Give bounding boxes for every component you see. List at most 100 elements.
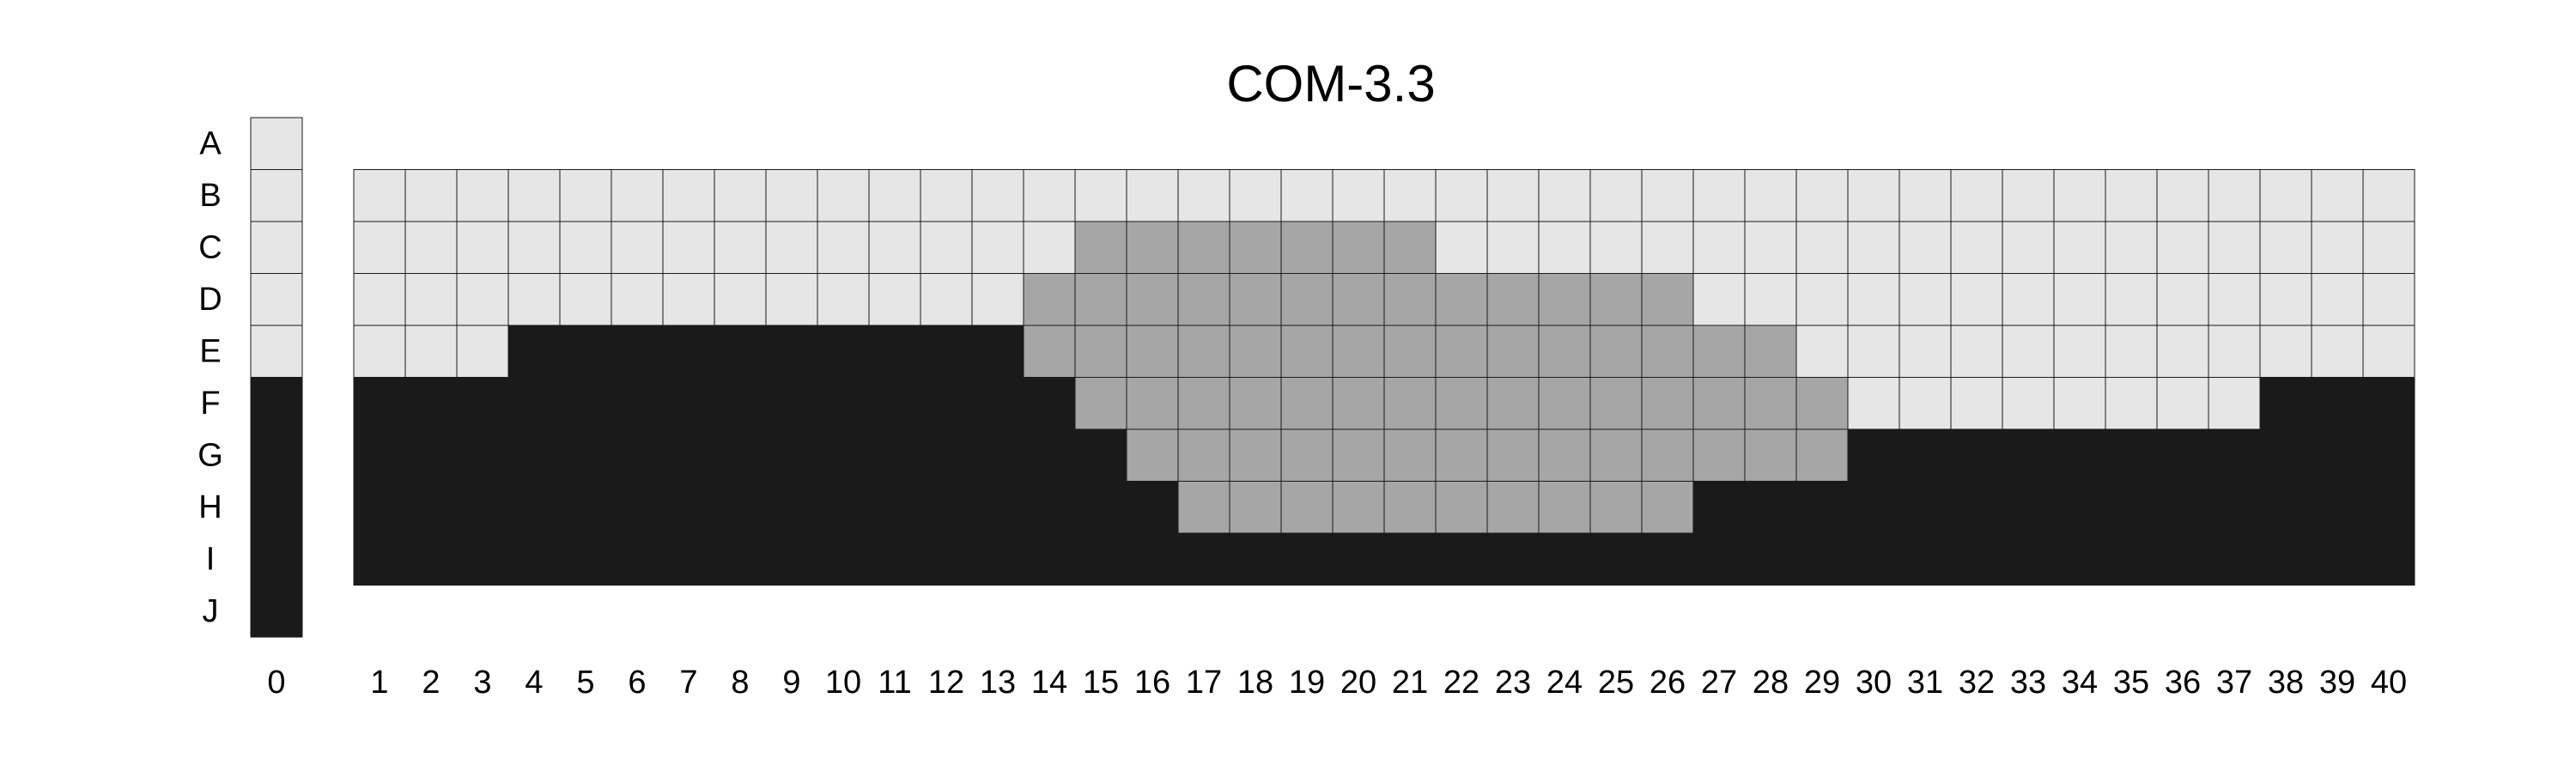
- grid-cell-f-27: [1692, 377, 1746, 430]
- grid-cell-b-7: [662, 169, 715, 222]
- grid-cell-h-17: [1177, 481, 1230, 534]
- grid-cell-f-9: [765, 377, 818, 430]
- grid-cell-i-27: [1692, 532, 1746, 586]
- grid-cell-h-25: [1589, 481, 1643, 534]
- grid-cell-b-3: [456, 169, 509, 222]
- reference-cell-b: [250, 169, 303, 222]
- grid-cell-h-13: [971, 481, 1024, 534]
- reference-cell-e: [250, 325, 303, 378]
- grid-cell-b-16: [1126, 169, 1179, 222]
- column-label-14: 14: [1031, 665, 1067, 701]
- row-label-d: D: [198, 282, 222, 318]
- column-label-27: 27: [1701, 665, 1737, 701]
- grid-cell-b-38: [2259, 169, 2312, 222]
- grid-cell-b-11: [868, 169, 921, 222]
- grid-cell-b-8: [714, 169, 767, 222]
- grid-cell-c-35: [2105, 221, 2158, 274]
- grid-cell-h-8: [714, 481, 767, 534]
- grid-cell-b-14: [1023, 169, 1076, 222]
- grid-cell-e-13: [971, 325, 1024, 378]
- grid-cell-c-30: [1847, 221, 1900, 274]
- grid-cell-d-15: [1074, 273, 1127, 326]
- column-label-35: 35: [2113, 665, 2149, 701]
- grid-cell-g-22: [1435, 428, 1488, 482]
- grid-cell-i-33: [2002, 532, 2055, 586]
- grid-cell-g-11: [868, 428, 921, 482]
- grid-cell-e-19: [1280, 325, 1334, 378]
- grid-cell-e-8: [714, 325, 767, 378]
- column-label-29: 29: [1804, 665, 1840, 701]
- grid-cell-e-23: [1486, 325, 1540, 378]
- column-label-21: 21: [1392, 665, 1428, 701]
- grid-cell-i-32: [1950, 532, 2003, 586]
- grid-cell-f-10: [817, 377, 870, 430]
- grid-cell-f-25: [1589, 377, 1643, 430]
- grid-cell-b-5: [559, 169, 612, 222]
- column-label-22: 22: [1443, 665, 1479, 701]
- column-label-18: 18: [1237, 665, 1273, 701]
- grid-cell-g-13: [971, 428, 1024, 482]
- reference-cell-h: [250, 481, 303, 534]
- grid-cell-c-28: [1744, 221, 1797, 274]
- grid-cell-d-18: [1229, 273, 1282, 326]
- grid-cell-b-2: [404, 169, 458, 222]
- grid-cell-f-31: [1899, 377, 1952, 430]
- grid-cell-g-2: [404, 428, 458, 482]
- chart-title: COM-3.3: [1226, 55, 1435, 112]
- grid-cell-i-40: [2362, 532, 2415, 586]
- grid-cell-h-38: [2259, 481, 2312, 534]
- column-label-8: 8: [731, 665, 749, 701]
- column-label-13: 13: [980, 665, 1016, 701]
- grid-cell-f-15: [1074, 377, 1127, 430]
- grid-cell-b-10: [817, 169, 870, 222]
- grid-cell-c-32: [1950, 221, 2003, 274]
- grid-cell-f-40: [2362, 377, 2415, 430]
- grid-cell-h-11: [868, 481, 921, 534]
- grid-cell-e-36: [2156, 325, 2209, 378]
- grid-cell-e-33: [2002, 325, 2055, 378]
- grid-cell-i-30: [1847, 532, 1900, 586]
- grid-cell-d-10: [817, 273, 870, 326]
- grid-cell-h-35: [2105, 481, 2158, 534]
- grid-cell-e-32: [1950, 325, 2003, 378]
- row-label-b: B: [199, 178, 221, 214]
- grid-cell-f-21: [1383, 377, 1437, 430]
- grid-cell-g-3: [456, 428, 509, 482]
- grid-cell-g-39: [2311, 428, 2364, 482]
- grid-cell-i-25: [1589, 532, 1643, 586]
- grid-cell-c-22: [1435, 221, 1488, 274]
- grid-cell-c-26: [1641, 221, 1694, 274]
- grid-cell-h-26: [1641, 481, 1694, 534]
- grid-cell-i-4: [507, 532, 561, 586]
- grid-cell-h-39: [2311, 481, 2364, 534]
- grid-cell-d-7: [662, 273, 715, 326]
- column-label-33: 33: [2010, 665, 2046, 701]
- row-label-a: A: [199, 125, 222, 161]
- grid-cell-c-38: [2259, 221, 2312, 274]
- column-label-3: 3: [473, 665, 491, 701]
- grid-cell-h-10: [817, 481, 870, 534]
- grid-cell-i-28: [1744, 532, 1797, 586]
- reference-cell-a: [250, 117, 303, 170]
- grid-cell-h-32: [1950, 481, 2003, 534]
- grid-cell-b-33: [2002, 169, 2055, 222]
- grid-cell-c-3: [456, 221, 509, 274]
- grid-cell-b-32: [1950, 169, 2003, 222]
- column-label-37: 37: [2216, 665, 2252, 701]
- grid-cell-f-32: [1950, 377, 2003, 430]
- grid-cell-g-16: [1126, 428, 1179, 482]
- grid-cell-d-33: [2002, 273, 2055, 326]
- grid-cell-c-6: [611, 221, 664, 274]
- grid-cell-f-23: [1486, 377, 1540, 430]
- grid-cell-h-7: [662, 481, 715, 534]
- grid-cell-i-16: [1126, 532, 1179, 586]
- reference-cell-c: [250, 221, 303, 274]
- grid-cell-h-15: [1074, 481, 1127, 534]
- grid-cell-g-35: [2105, 428, 2158, 482]
- row-label-c: C: [198, 229, 222, 265]
- grid-cell-d-32: [1950, 273, 2003, 326]
- grid-cell-c-33: [2002, 221, 2055, 274]
- grid-cell-h-6: [611, 481, 664, 534]
- grid-cell-i-38: [2259, 532, 2312, 586]
